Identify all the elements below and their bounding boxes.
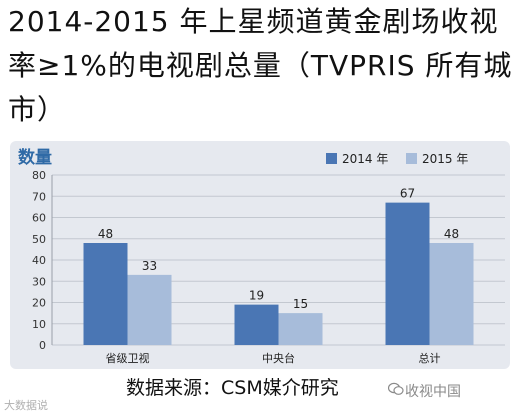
data-label: 15: [293, 297, 308, 311]
y-tick-label: 30: [32, 275, 46, 288]
source-note: 数据来源：CSM媒介研究: [126, 377, 339, 399]
page-title: 2014-2015 年上星频道黄金剧场收视率≥1%的电视剧总量（TVPRIS 所…: [8, 5, 513, 126]
x-tick-label: 中央台: [262, 351, 295, 365]
bar: [127, 274, 172, 345]
y-axis-label: 数量: [18, 147, 52, 168]
legend-label: 2014 年: [342, 152, 388, 166]
watermark-logo-text: 大数据说: [4, 399, 48, 412]
y-tick-label: 60: [32, 212, 46, 225]
y-tick-label: 10: [32, 318, 46, 331]
y-tick-label: 80: [32, 169, 46, 182]
y-tick-label: 0: [39, 339, 46, 352]
legend-label: 2015 年: [422, 152, 468, 166]
bar-chart: 数量 0 10 20 30 40 50 60 70 80 48 33 省级卫视 19 15 中央台 67 48 总计…: [18, 147, 505, 365]
bar: [234, 304, 279, 345]
watermark-text: 收视中国: [405, 384, 461, 400]
y-tick-label: 50: [32, 233, 46, 246]
bar: [278, 313, 323, 345]
y-tick-label: 70: [32, 190, 46, 203]
y-tick-label: 40: [32, 254, 46, 267]
data-label: 33: [142, 259, 157, 273]
bar: [429, 243, 474, 345]
bar: [83, 243, 128, 345]
y-tick-label: 20: [32, 297, 46, 310]
x-tick-label: 省级卫视: [106, 351, 150, 365]
wechat-icon: [388, 382, 404, 395]
data-label: 48: [98, 227, 113, 241]
chart-panel: 数量 0 10 20 30 40 50 60 70 80 48 33 省级卫视 19 15 中央台 67 48 总计…: [10, 141, 510, 369]
bar: [385, 202, 430, 345]
legend-swatch: [326, 153, 337, 164]
data-label: 19: [249, 289, 264, 303]
data-label: 48: [444, 227, 459, 241]
legend-swatch: [406, 153, 417, 164]
x-tick-label: 总计: [419, 351, 441, 365]
data-label: 67: [400, 187, 415, 201]
